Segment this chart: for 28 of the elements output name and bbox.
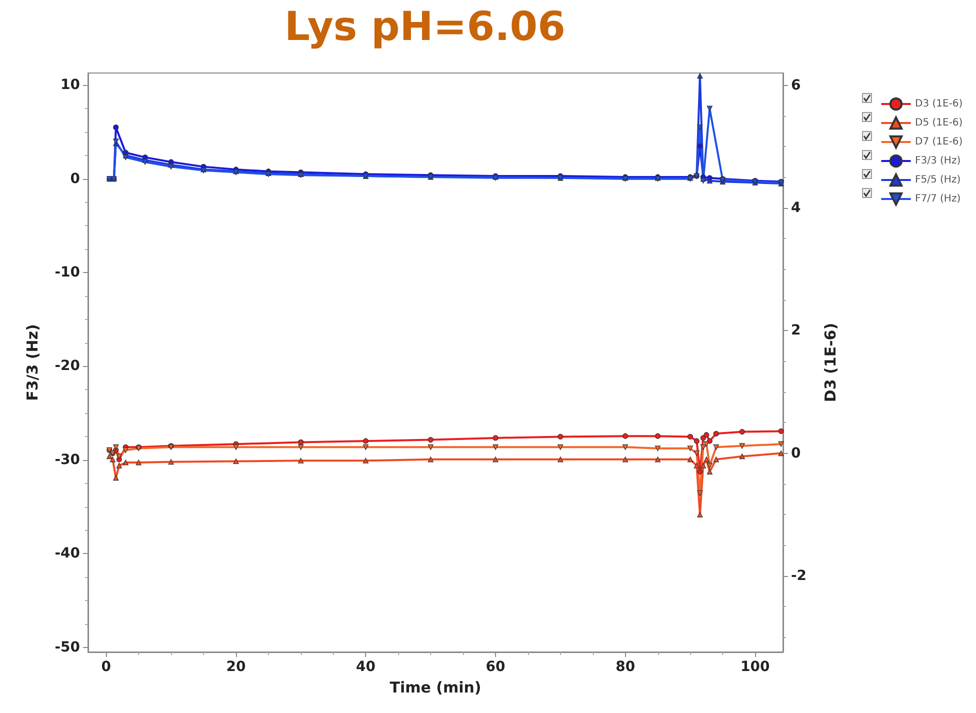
legend-label: F5/5 (Hz)	[915, 174, 961, 186]
y-tick-label: -30	[54, 452, 80, 468]
y2-tick-label: 2	[791, 322, 801, 339]
x-tick-label: 100	[740, 659, 770, 675]
y-tick-label: -50	[54, 639, 80, 656]
legend-label: D3 (1E-6)	[915, 98, 963, 110]
x-axis-title: Time (min)	[390, 678, 482, 696]
legend-label: D7 (1E-6)	[915, 136, 963, 148]
y2-tick-label: 6	[791, 77, 801, 94]
y-axis-title: F3/3 (Hz)	[24, 324, 42, 401]
y2-axis-title: D3 (1E-6)	[822, 322, 840, 402]
legend-label: D5 (1E-6)	[915, 118, 963, 128]
y-tick-label: -40	[54, 546, 80, 562]
y-tick-label: -10	[54, 264, 80, 281]
x-tick-label: 60	[486, 659, 506, 675]
legend-label: F7/7 (Hz)	[915, 194, 961, 204]
x-tick-label: 40	[356, 659, 376, 675]
y-tick-label: 10	[60, 77, 80, 94]
legend-label: F3/3 (Hz)	[915, 156, 961, 166]
x-tick-label: 0	[101, 659, 112, 675]
y2-tick-label: -2	[791, 568, 807, 584]
x-tick-label: 80	[616, 659, 636, 675]
y2-tick-label: 4	[791, 200, 801, 216]
chart-title: Lys pH=6.06	[284, 4, 566, 50]
y-tick-label: -20	[54, 358, 80, 374]
x-tick-label: 20	[226, 659, 246, 675]
y-tick-label: 0	[70, 170, 80, 187]
y2-tick-label: 0	[791, 445, 801, 462]
